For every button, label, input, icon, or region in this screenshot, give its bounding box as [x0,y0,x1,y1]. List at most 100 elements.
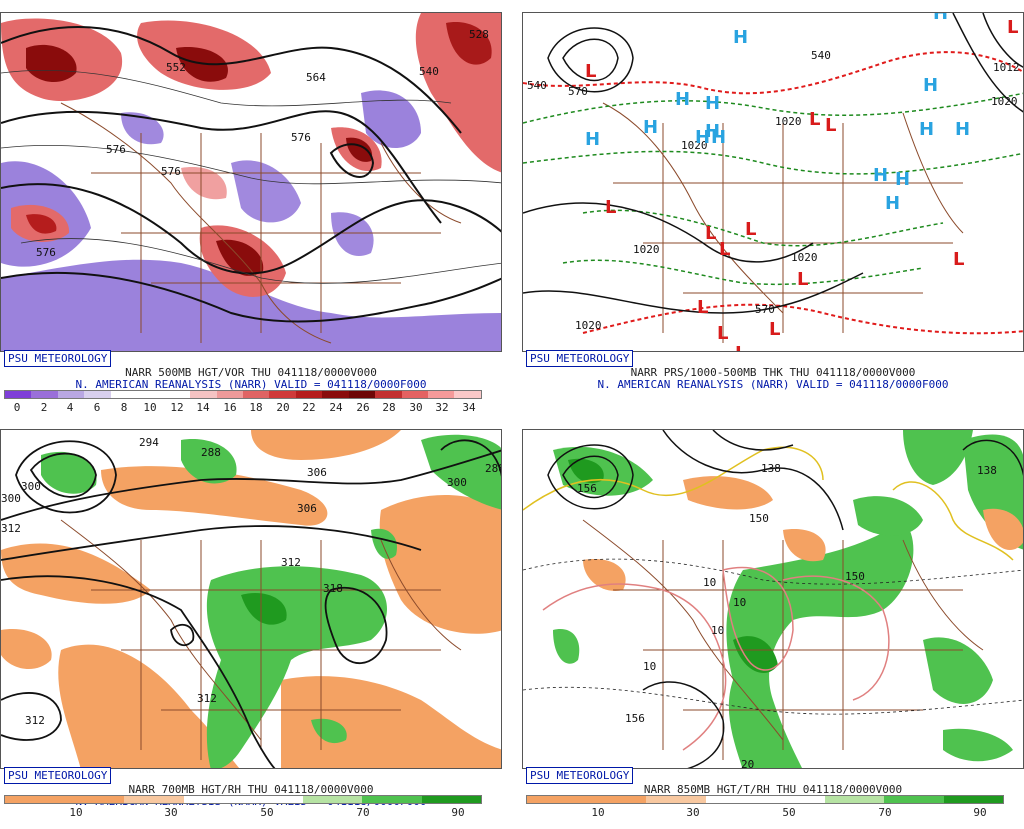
isotherm-label: 20 [741,758,754,769]
contour-label: 312 [25,714,45,727]
panel-title: NARR 500MB HGT/VOR THU 041118/0000V000 [125,366,377,379]
contour-label: 564 [306,71,326,84]
pressure-centers: HHHHHHHHHHHHHHHLLLLLLLLLLLLLL [585,13,1018,351]
colorbar-tick-label: 10 [591,806,605,819]
colorbar-swatch [84,391,111,398]
colorbar-ticks: 0 2 4 6 8 10 12 14 16 18 20 22 24 26 28 30 32 34 [4,401,482,414]
colorbar-tick-label: 10 [143,401,157,414]
isobar-label: 1020 [681,139,708,152]
low-pressure-symbol: L [719,239,730,260]
contour-label: 312 [281,556,301,569]
panel-850mb-t-rh: 138 150 150 156 156 138 10 10 10 10 20 P… [522,429,1024,829]
colorbar-swatch [5,796,65,803]
colorbar-tick-label: 34 [462,401,476,414]
colorbar-swatch [401,391,428,398]
isotherm-label: 10 [643,660,656,673]
contour-label: 576 [106,143,126,156]
colorbar-swatch [322,391,349,398]
isobar-label: 1020 [991,95,1018,108]
low-pressure-symbol: L [745,219,756,240]
isobar-label: 1020 [791,251,818,264]
colorbar-swatch [421,796,481,803]
rh-colorbar [526,795,1004,804]
high-pressure-symbol: H [705,93,720,114]
contour-label: 300 [447,476,467,489]
isotherm-label: 10 [733,596,746,609]
high-pressure-symbol: H [733,27,748,48]
panel-title: NARR 700MB HGT/RH THU 041118/0000V000 [128,783,374,796]
t850-map-svg: 138 150 150 156 156 138 10 10 10 10 20 [523,430,1023,769]
high-pressure-symbol: H [695,127,710,148]
contour-label: 138 [761,462,781,475]
colorbar-tick-label: 70 [356,806,370,819]
colorbar-tick-label: 0 [13,401,21,414]
map-700mb-rh: 294 288 300 306 306 312 318 312 312 300 … [0,429,502,769]
low-pressure-symbol: L [1007,17,1018,38]
high-pressure-symbol: H [919,119,934,140]
contour-label: 576 [161,165,181,178]
contour-label: 138 [977,464,997,477]
colorbar-tick-label: 14 [196,401,210,414]
rh700-map-svg: 294 288 300 306 306 312 318 312 312 300 … [1,430,501,768]
colorbar-swatch [57,391,85,398]
colorbar-tick-label: 16 [223,401,237,414]
colorbar-swatch [31,391,58,398]
map-thickness: 1020 1020 1020 1020 1020 1012 1020 540 5… [522,12,1024,352]
high-pressure-symbol: H [873,165,888,186]
high-pressure-symbol: H [675,89,690,110]
contour-label: 306 [307,466,327,479]
thickness-label: 540 [811,49,831,62]
low-pressure-symbol: L [585,61,596,82]
thickness-label: 540 [527,79,547,92]
colorbar-swatch [163,391,191,398]
colorbar-tick-label: 18 [249,401,263,414]
colorbar-swatch [428,391,455,398]
contour-label: 150 [749,512,769,525]
contour-label: 528 [469,28,489,41]
colorbar-tick-label: 28 [382,401,396,414]
colorbar-swatch [943,796,1003,803]
colorbar-swatch [302,796,362,803]
psu-meteorology-badge: PSU METEOROLOGY [526,767,634,784]
high-pressure-symbol: H [955,119,970,140]
colorbar-ticks: 10 30 50 70 90 [526,806,1004,819]
colorbar-swatch [586,796,646,803]
high-pressure-symbol: H [705,121,720,142]
colorbar-swatch [183,796,243,803]
vorticity-map-svg: 576 576 576 576 564 552 540 528 [1,13,501,351]
panel-title: NARR PRS/1000-500MB THK THU 041118/0000V… [630,366,916,379]
low-pressure-symbol: L [797,269,808,290]
colorbar-ticks: 10 30 50 70 90 [4,806,482,819]
colorbar-swatch [646,796,706,803]
colorbar-tick-label: 12 [170,401,184,414]
contour-label: 156 [577,482,597,495]
thickness-label: 570 [755,303,775,316]
colorbar-tick-label: 24 [329,401,343,414]
colorbar-swatch [64,796,124,803]
colorbar-swatch [5,391,32,398]
contour-label: 552 [166,61,186,74]
colorbar-swatch [216,391,243,398]
contour-label: 576 [36,246,56,259]
panel-700mb-rh: 294 288 300 306 306 312 318 312 312 300 … [0,429,502,829]
colorbar-tick-label: 4 [66,401,74,414]
high-pressure-symbol: H [585,129,600,150]
high-pressure-symbol: H [885,193,900,214]
colorbar-tick-label: 30 [409,401,423,414]
colorbar-swatch [362,796,422,803]
colorbar-tick-label: 50 [260,806,274,819]
low-pressure-symbol: L [717,323,728,344]
high-pressure-symbol: H [933,13,948,24]
isobar-label: 1020 [775,115,802,128]
low-pressure-symbol: L [697,297,708,318]
colorbar-swatch [242,391,270,398]
contour-label: 300 [21,480,41,493]
panel-500mb-vorticity: 576 576 576 576 564 552 540 528 PSU METE… [0,12,502,414]
low-pressure-symbol: L [953,249,964,270]
colorbar-tick-label: 90 [451,806,465,819]
colorbar-tick-label: 8 [120,401,128,414]
colorbar-tick-label: 70 [878,806,892,819]
panel-subtitle: N. AMERICAN REANALYSIS (NARR) VALID = 04… [75,378,427,391]
colorbar-swatch [124,796,184,803]
colorbar-swatch [348,391,376,398]
